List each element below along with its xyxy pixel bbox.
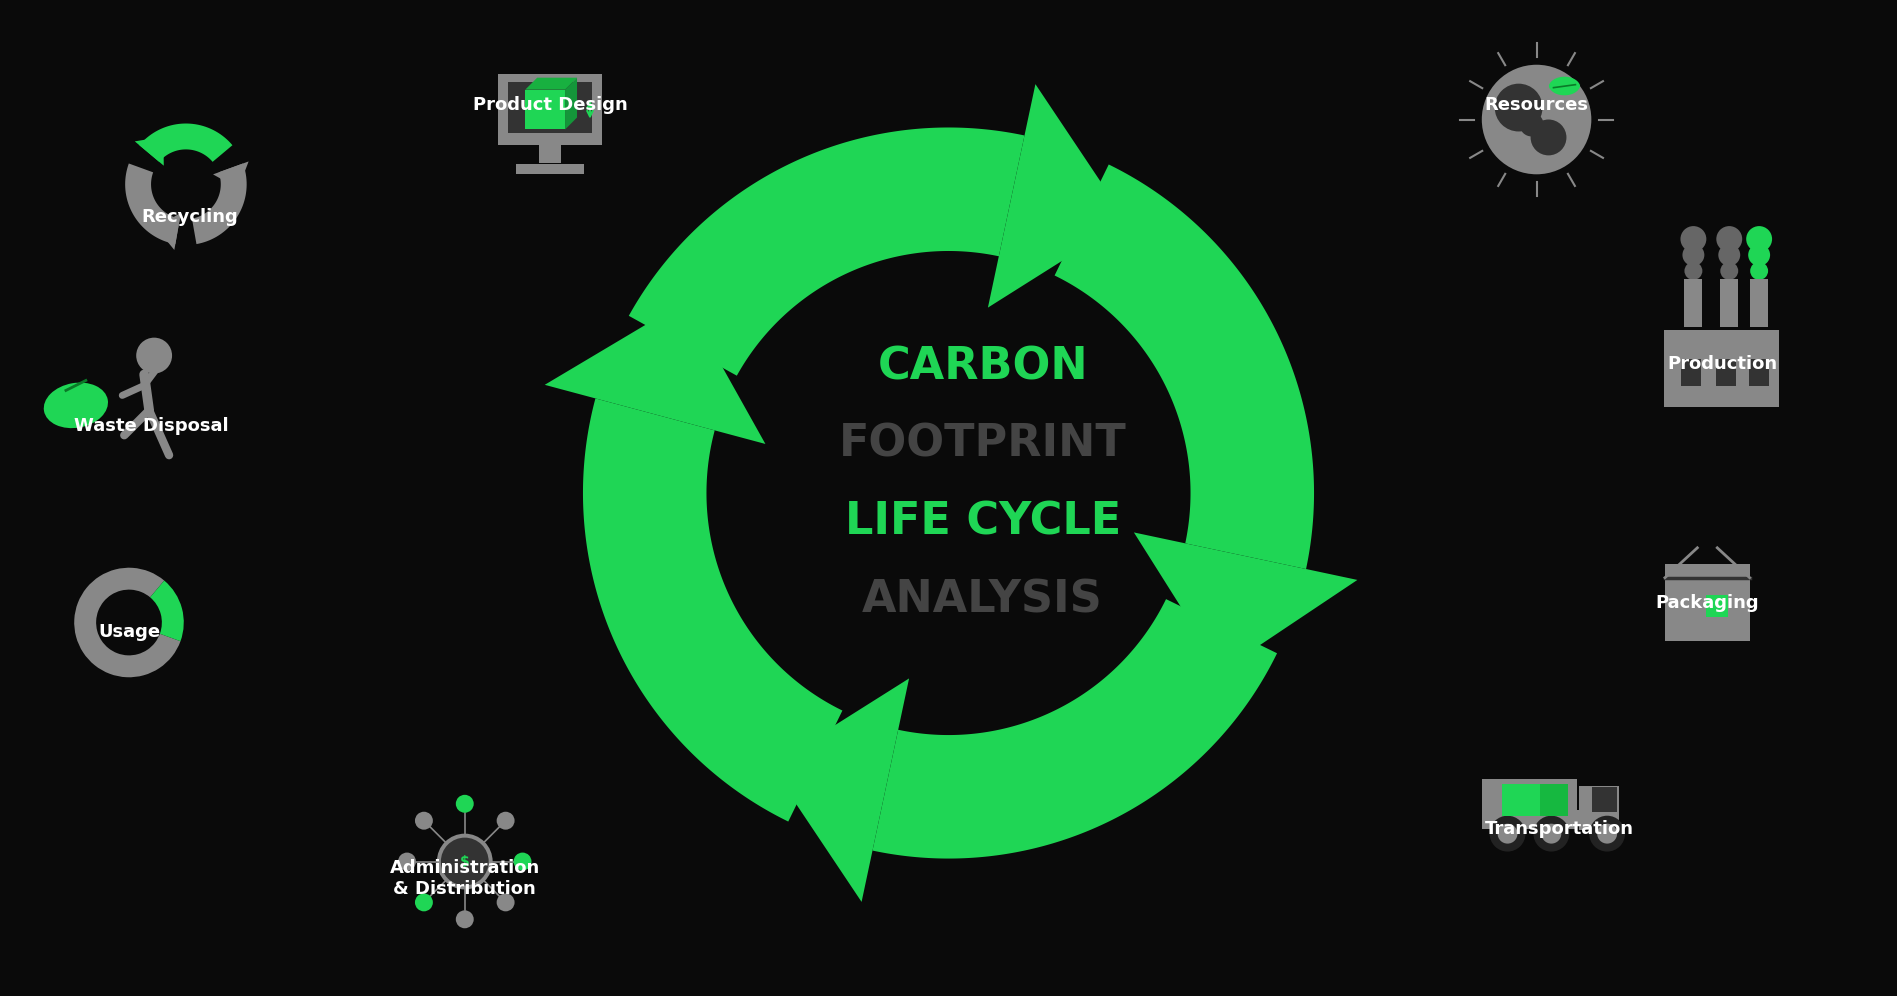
FancyBboxPatch shape [1751,279,1768,327]
FancyBboxPatch shape [1717,359,1736,386]
FancyBboxPatch shape [1666,564,1749,641]
FancyBboxPatch shape [1685,279,1702,327]
Circle shape [1681,226,1705,252]
Circle shape [1751,262,1768,280]
Polygon shape [525,78,577,90]
Circle shape [497,812,514,830]
Text: $: $ [459,855,470,869]
Circle shape [1531,120,1567,155]
Circle shape [415,812,433,830]
Polygon shape [544,301,764,444]
Polygon shape [1055,164,1315,569]
Text: Usage: Usage [99,623,159,641]
Circle shape [1747,226,1772,252]
Text: CARBON: CARBON [876,345,1089,388]
Circle shape [1497,824,1518,844]
Text: ANALYSIS: ANALYSIS [863,578,1102,622]
FancyBboxPatch shape [1749,359,1770,386]
Text: Packaging: Packaging [1656,594,1759,612]
Polygon shape [212,161,249,188]
Circle shape [455,910,474,928]
Circle shape [440,838,489,885]
Polygon shape [628,127,1024,375]
FancyBboxPatch shape [1482,779,1576,829]
FancyBboxPatch shape [508,82,592,133]
Circle shape [455,795,474,813]
Circle shape [1590,816,1626,852]
Polygon shape [565,78,577,129]
Circle shape [514,853,531,871]
Circle shape [1597,824,1616,844]
FancyBboxPatch shape [1580,786,1620,830]
Circle shape [1542,824,1561,844]
FancyBboxPatch shape [1502,784,1542,816]
Polygon shape [988,84,1127,308]
FancyBboxPatch shape [1681,359,1702,386]
FancyBboxPatch shape [516,164,584,174]
Circle shape [1533,816,1569,852]
Text: LIFE CYCLE: LIFE CYCLE [844,500,1121,544]
Polygon shape [135,136,163,165]
Circle shape [1482,65,1592,174]
Polygon shape [156,213,180,250]
Circle shape [1489,816,1525,852]
Wedge shape [150,581,184,641]
Circle shape [1519,113,1544,136]
Ellipse shape [44,382,108,428]
Circle shape [1719,244,1740,266]
Polygon shape [125,163,180,244]
Polygon shape [1134,533,1358,671]
Circle shape [1717,226,1741,252]
Circle shape [1685,262,1702,280]
FancyBboxPatch shape [1592,787,1616,813]
Text: Recycling: Recycling [140,208,239,226]
FancyBboxPatch shape [1571,810,1592,826]
Circle shape [497,893,514,911]
Polygon shape [192,163,247,244]
Polygon shape [1548,77,1580,96]
Text: Resources: Resources [1485,96,1588,114]
FancyBboxPatch shape [525,90,565,129]
Text: Waste Disposal: Waste Disposal [74,417,230,435]
Circle shape [1495,84,1542,131]
Text: Transportation: Transportation [1485,820,1633,838]
FancyBboxPatch shape [539,145,562,163]
Polygon shape [138,124,233,162]
Circle shape [436,834,493,889]
Text: Product Design: Product Design [472,96,628,114]
FancyBboxPatch shape [1721,279,1738,327]
Polygon shape [582,398,842,822]
Circle shape [1683,244,1704,266]
Polygon shape [873,600,1277,859]
Circle shape [137,338,173,374]
FancyBboxPatch shape [1664,330,1779,407]
Circle shape [1721,262,1738,280]
FancyBboxPatch shape [497,74,603,145]
Circle shape [415,893,433,911]
FancyBboxPatch shape [1540,784,1569,816]
Wedge shape [74,568,180,677]
Circle shape [398,853,415,871]
Text: Production: Production [1667,355,1777,373]
Text: FOOTPRINT: FOOTPRINT [838,422,1127,466]
FancyBboxPatch shape [1705,595,1728,617]
Text: Administration
& Distribution: Administration & Distribution [389,860,541,897]
Circle shape [1749,244,1770,266]
Polygon shape [770,678,909,902]
